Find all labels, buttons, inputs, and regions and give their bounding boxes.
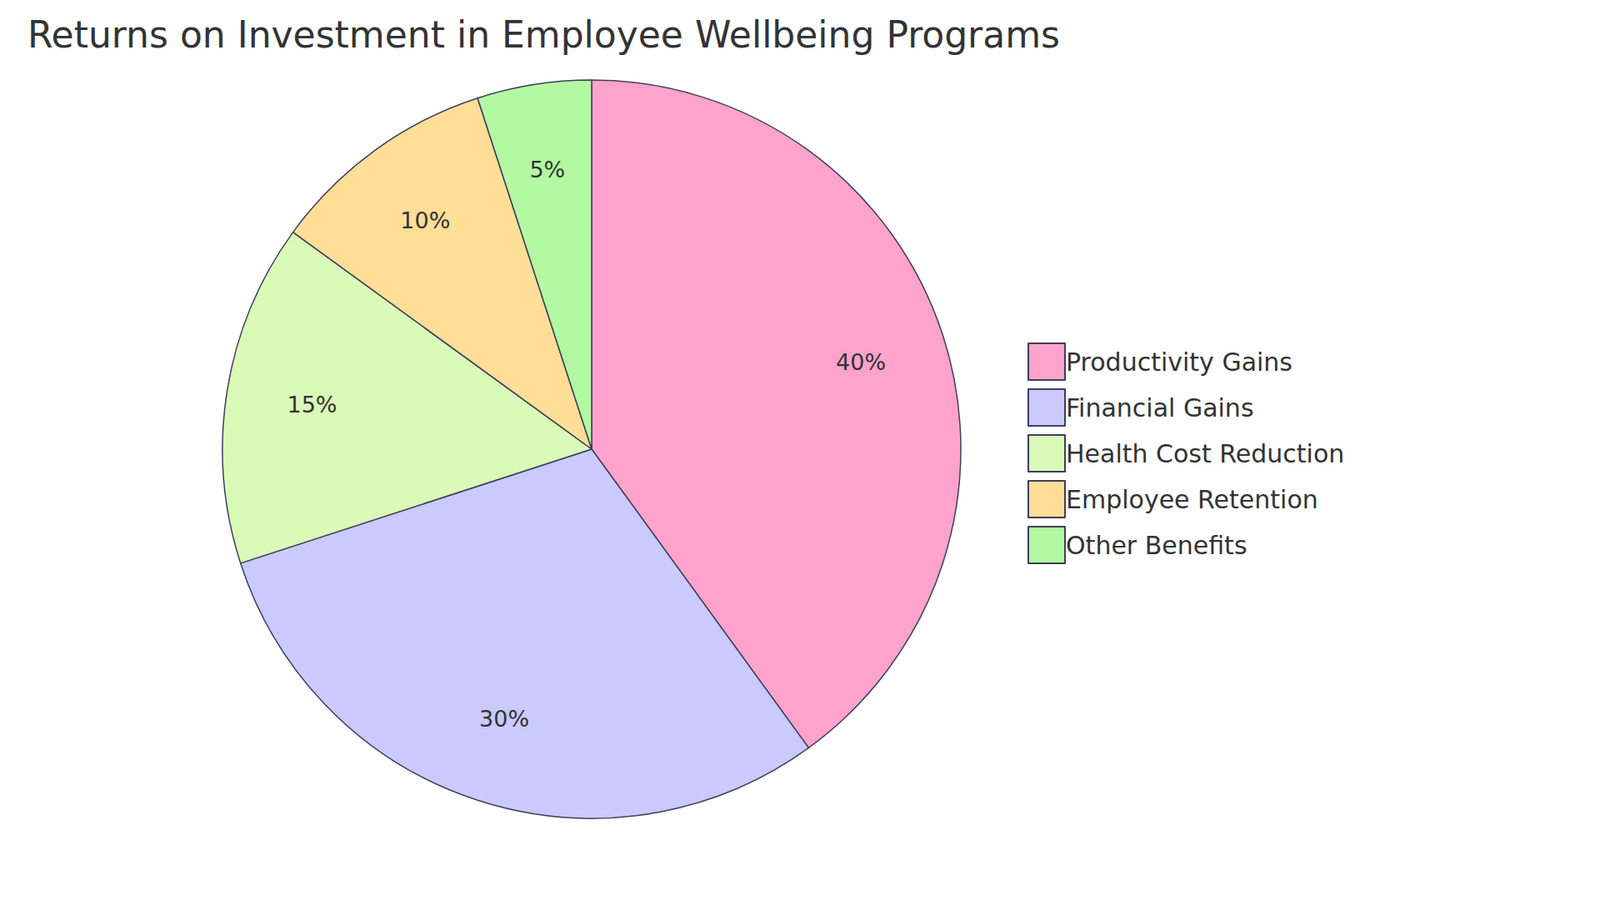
svg-text:30%: 30% xyxy=(479,705,530,732)
svg-text:40%: 40% xyxy=(835,349,886,375)
svg-text:Financial Gains: Financial Gains xyxy=(1065,393,1255,423)
svg-text:Health Cost Reduction: Health Cost Reduction xyxy=(1065,439,1345,469)
svg-text:Employee Retention: Employee Retention xyxy=(1065,485,1319,515)
svg-text:15%: 15% xyxy=(286,391,337,418)
svg-text:5%: 5% xyxy=(529,156,565,183)
svg-text:Productivity Gains: Productivity Gains xyxy=(1065,347,1293,377)
svg-text:Other Benefits: Other Benefits xyxy=(1065,530,1248,560)
svg-text:Returns on Investment in Emplo: Returns on Investment in Employee Wellbe… xyxy=(27,13,1060,56)
svg-text:10%: 10% xyxy=(400,207,450,234)
